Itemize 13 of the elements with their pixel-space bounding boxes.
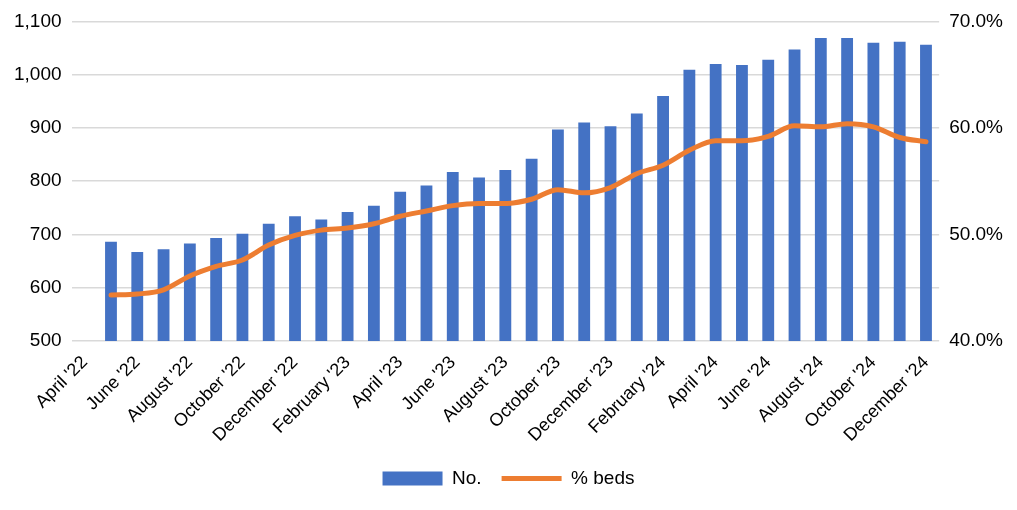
legend-label: % beds	[571, 466, 635, 488]
y2-tick-label: 40.0%	[949, 329, 1004, 351]
y-tick-label: 600	[29, 275, 62, 297]
y2-tick-label: 70.0%	[949, 9, 1004, 31]
y-tick-label: 500	[29, 329, 62, 351]
y-tick-label: 1,100	[14, 9, 62, 31]
y2-tick-label: 50.0%	[949, 222, 1004, 244]
y-tick-label: 1,000	[14, 62, 62, 84]
y-tick-label: 900	[29, 116, 62, 138]
y-tick-label: 700	[29, 222, 62, 244]
legend-label: No.	[452, 466, 482, 488]
y2-tick-label: 60.0%	[949, 116, 1004, 138]
y-tick-label: 800	[29, 169, 62, 191]
